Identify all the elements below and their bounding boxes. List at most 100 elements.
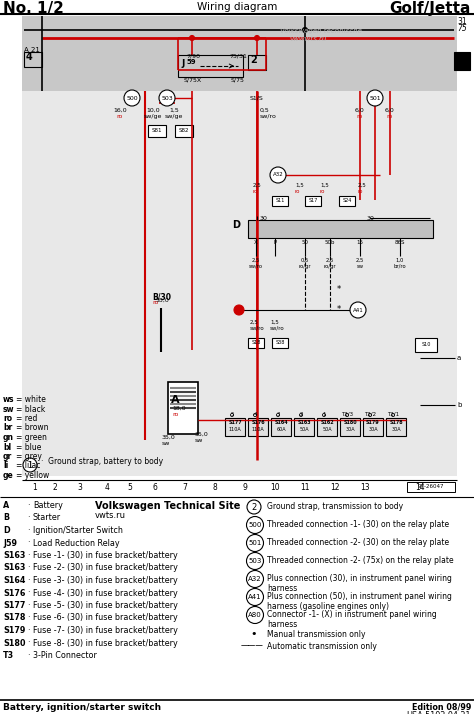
Text: ·: · <box>27 638 29 648</box>
Text: ro: ro <box>387 114 393 119</box>
Text: S82: S82 <box>179 128 189 133</box>
Text: ·: · <box>27 626 29 635</box>
Text: Fuse -1- (30) in fuse bracket/battery: Fuse -1- (30) in fuse bracket/battery <box>33 551 178 560</box>
Text: Fuse -3- (30) in fuse bracket/battery: Fuse -3- (30) in fuse bracket/battery <box>33 576 178 585</box>
Text: 30A: 30A <box>391 427 401 432</box>
Text: 2: 2 <box>53 483 57 492</box>
Text: 503: 503 <box>161 96 173 101</box>
Text: 7/90: 7/90 <box>186 53 200 58</box>
Text: b: b <box>457 402 461 408</box>
Text: T3: T3 <box>3 651 14 660</box>
Text: T3/2: T3/2 <box>364 412 376 417</box>
Bar <box>24 52 42 67</box>
Text: 14: 14 <box>415 483 425 492</box>
Text: A41: A41 <box>248 594 262 600</box>
Text: No. 1/2: No. 1/2 <box>3 1 64 16</box>
Text: 1,5: 1,5 <box>320 183 329 188</box>
Text: 4: 4 <box>253 412 257 417</box>
Text: ·: · <box>27 576 29 585</box>
Bar <box>168 382 198 434</box>
Text: sw/ro: sw/ro <box>250 326 265 331</box>
Text: S176: S176 <box>3 588 26 598</box>
Text: 4: 4 <box>105 483 109 492</box>
Text: Threaded connection -1- (30) on the relay plate: Threaded connection -1- (30) on the rela… <box>267 520 449 529</box>
Text: ro: ro <box>295 189 301 194</box>
Text: bl: bl <box>3 443 11 451</box>
Text: B/30: B/30 <box>152 292 171 301</box>
Text: 500: 500 <box>126 96 138 101</box>
Text: 75/31: 75/31 <box>229 53 247 58</box>
Text: S177: S177 <box>3 601 26 610</box>
Text: J59: J59 <box>3 538 17 548</box>
Text: sw: sw <box>195 438 203 443</box>
Text: 12: 12 <box>330 483 340 492</box>
Text: sw/ge: sw/ge <box>165 114 183 119</box>
Text: Volkswagen technische: Volkswagen technische <box>280 28 362 34</box>
Text: 1: 1 <box>27 461 33 470</box>
Text: = red: = red <box>16 414 37 423</box>
Text: 1: 1 <box>322 412 326 417</box>
Circle shape <box>234 305 244 315</box>
Text: S/75X: S/75X <box>184 78 202 83</box>
Text: ———: ——— <box>241 641 264 650</box>
Text: 15: 15 <box>356 240 364 245</box>
Text: Fuse -7- (30) in fuse bracket/battery: Fuse -7- (30) in fuse bracket/battery <box>33 626 178 635</box>
Text: ro: ro <box>358 189 364 194</box>
Text: T3/1: T3/1 <box>387 412 399 417</box>
Text: Threaded connection -2- (75x) on the relay plate: Threaded connection -2- (75x) on the rel… <box>267 556 454 565</box>
Bar <box>454 52 470 70</box>
Text: 0,5
ro/gr: 0,5 ro/gr <box>299 258 311 268</box>
Text: S24: S24 <box>342 198 352 203</box>
Text: 35,0: 35,0 <box>162 435 176 440</box>
Text: S164: S164 <box>3 576 26 585</box>
Bar <box>339 196 355 206</box>
Circle shape <box>392 413 394 416</box>
Text: 2,5
sw/ro: 2,5 sw/ro <box>249 258 263 268</box>
Bar <box>271 418 291 436</box>
Text: 86S: 86S <box>395 240 405 245</box>
Circle shape <box>276 413 280 416</box>
Text: S163: S163 <box>3 551 26 560</box>
Text: 18,0: 18,0 <box>172 406 186 411</box>
Text: 50: 50 <box>301 240 309 245</box>
Text: ro: ro <box>253 189 258 194</box>
Text: 2: 2 <box>251 503 256 511</box>
Text: Fuse -2- (30) in fuse bracket/battery: Fuse -2- (30) in fuse bracket/battery <box>33 563 178 573</box>
Bar <box>317 418 337 436</box>
Text: Ignition/Starter Switch: Ignition/Starter Switch <box>33 526 123 535</box>
Text: 10,0: 10,0 <box>146 108 160 113</box>
Bar <box>248 418 268 436</box>
Text: S180: S180 <box>3 638 26 648</box>
Text: S18: S18 <box>251 341 261 346</box>
Bar <box>363 418 383 436</box>
Text: = white: = white <box>16 395 46 404</box>
Text: 2: 2 <box>250 55 257 65</box>
Text: 5: 5 <box>128 483 132 492</box>
Text: ro: ro <box>3 414 12 423</box>
Text: Ground strap, transmission to body: Ground strap, transmission to body <box>267 502 403 511</box>
Text: 3-Pin Connector: 3-Pin Connector <box>33 651 97 660</box>
Text: S81: S81 <box>152 128 162 133</box>
Text: 50b: 50b <box>325 240 335 245</box>
Text: 6,0: 6,0 <box>355 108 365 113</box>
Text: S180: S180 <box>343 420 357 425</box>
Text: S162: S162 <box>320 420 334 425</box>
Text: 16,0: 16,0 <box>113 108 127 113</box>
Circle shape <box>254 413 256 416</box>
Text: 2,5: 2,5 <box>253 183 262 188</box>
Bar <box>340 418 360 436</box>
Text: 8: 8 <box>213 483 218 492</box>
Text: 50A: 50A <box>299 427 309 432</box>
Text: = green: = green <box>16 433 47 442</box>
Text: 5: 5 <box>230 412 234 417</box>
Text: ·: · <box>27 651 29 660</box>
Text: Fuse -6- (30) in fuse bracket/battery: Fuse -6- (30) in fuse bracket/battery <box>33 613 178 623</box>
Text: J: J <box>181 59 184 68</box>
Text: 97-26047: 97-26047 <box>418 484 444 489</box>
Text: B: B <box>3 513 9 523</box>
Circle shape <box>159 90 175 106</box>
Text: Edition 08/99: Edition 08/99 <box>411 703 471 712</box>
Text: 3: 3 <box>276 412 280 417</box>
Bar <box>386 418 406 436</box>
Circle shape <box>346 413 348 416</box>
